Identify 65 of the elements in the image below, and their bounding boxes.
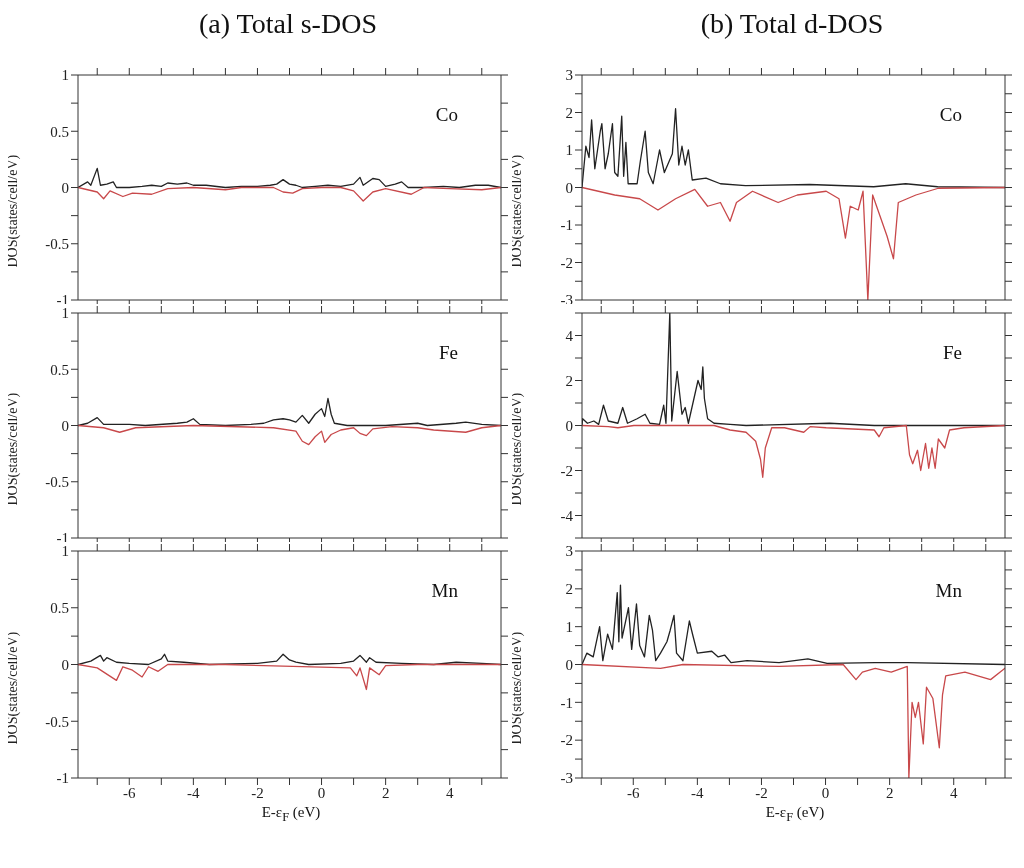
y-tick-label: 1 [565,142,573,159]
y-tick-label: 0 [61,179,69,196]
x-tick-label: -6 [123,784,137,801]
x-axis-title: E-ε$_{F}$ (eV) [260,804,322,825]
y-tick-label: -2 [560,254,573,271]
y-axis-title: DOS(states/cell/eV) [4,631,21,745]
chart-title: (a) Total s-DOS [198,8,378,41]
x-tick-label: -2 [755,784,768,801]
annotation: Fe [439,342,458,364]
y-tick-label: 3 [565,543,573,560]
x-tick-label: -2 [251,784,264,801]
y-tick-label: 0 [565,656,573,673]
chart-title: (b) Total d-DOS [699,8,885,41]
y-tick-label: -0.5 [45,713,69,730]
annotation: Fe [943,342,962,364]
line-series [582,424,1005,478]
y-axis-title: DOS(states/cell/eV) [508,392,525,506]
x-tick-label: 0 [821,784,830,801]
y-tick-label: 1 [61,305,69,322]
y-axis-title: DOS(states/cell/eV) [508,154,525,268]
x-tick-label: 2 [381,784,390,801]
line-series [582,584,1005,666]
annotation: Co [435,104,458,126]
x-axis-title: E-ε$_{F}$ (eV) [764,804,826,825]
y-tick-label: 1 [565,618,573,635]
y-tick-label: -0.5 [45,474,69,491]
y-tick-label: -3 [560,770,573,787]
y-tick-label: 0 [565,417,573,434]
line-series [78,663,501,691]
y-tick-label: 0 [61,417,69,434]
annotation: Mn [431,580,458,602]
y-tick-label: 1 [61,67,69,84]
line-series [78,424,501,446]
y-axis-title: DOS(states/cell/eV) [4,392,21,506]
annotation: Co [939,104,962,126]
y-tick-label: 0.5 [50,361,69,378]
x-tick-label: 4 [445,784,454,801]
x-tick-label: -6 [627,784,641,801]
y-tick-label: 2 [565,581,573,598]
y-axis-title: DOS(states/cell/eV) [508,631,525,745]
y-tick-label: -1 [560,694,573,711]
y-tick-label: 4 [565,327,574,344]
y-tick-label: 3 [565,67,573,84]
annotation: Mn [935,580,962,602]
x-tick-label: 2 [885,784,894,801]
y-axis-title: DOS(states/cell/eV) [4,154,21,268]
y-tick-label: 1 [61,543,69,560]
y-tick-label: -0.5 [45,236,69,253]
y-tick-label: 2 [565,104,573,121]
y-tick-label: -4 [560,507,574,524]
x-tick-label: -4 [187,784,201,801]
x-tick-label: 0 [317,784,326,801]
y-tick-label: -2 [560,462,573,479]
line-series [78,186,501,202]
line-series [78,167,501,189]
x-tick-label: 4 [949,784,958,801]
y-tick-label: -1 [56,770,69,787]
y-tick-label: 0 [61,656,69,673]
y-tick-label: 0.5 [50,600,69,617]
y-tick-label: 0 [565,179,573,196]
x-tick-label: -4 [691,784,705,801]
y-tick-label: 0.5 [50,123,69,140]
y-tick-label: -2 [560,732,573,749]
y-tick-label: 2 [565,372,573,389]
y-tick-label: -1 [560,217,573,234]
